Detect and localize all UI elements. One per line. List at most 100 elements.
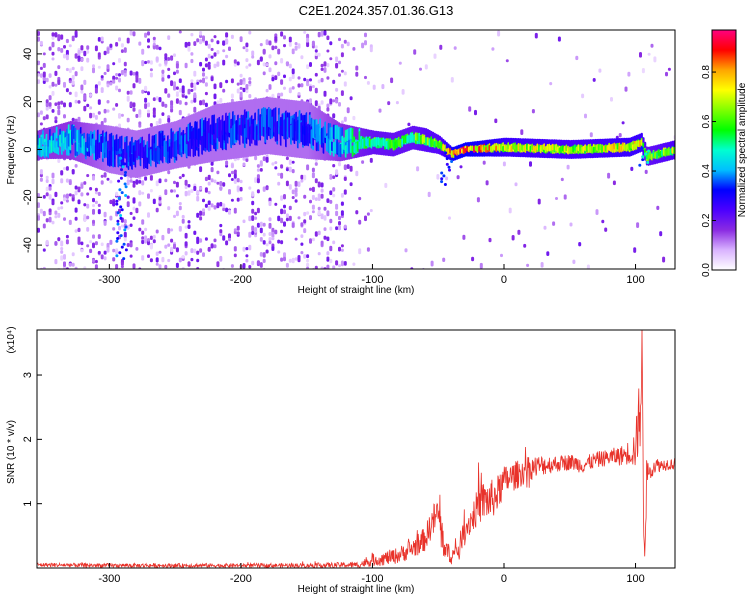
heatmap-speckle — [155, 262, 159, 266]
heatmap-speckle — [256, 222, 260, 228]
heatmap-ridge-core — [467, 146, 471, 152]
heatmap-speckle — [610, 97, 613, 102]
heatmap-speckle — [132, 263, 136, 269]
heatmap-feature — [119, 205, 123, 209]
heatmap-speckle — [294, 187, 298, 193]
heatmap-speckle — [158, 264, 162, 269]
heatmap-speckle — [369, 157, 373, 163]
heatmap-speckle — [158, 178, 162, 184]
heatmap-speckle — [285, 61, 289, 67]
heatmap-speckle — [274, 161, 278, 165]
heatmap-speckle — [624, 86, 628, 92]
heatmap-speckle — [155, 56, 159, 62]
spectrogram-y-ticks: -40 -20 0 20 40 — [22, 48, 42, 253]
heatmap-speckle — [147, 112, 150, 118]
heatmap-speckle — [141, 230, 145, 235]
heatmap-speckle — [245, 58, 249, 63]
heatmap-speckle — [225, 54, 229, 59]
heatmap-speckle — [115, 249, 119, 255]
heatmap-speckle — [271, 45, 275, 51]
heatmap-speckle — [207, 53, 211, 59]
heatmap-speckle — [37, 202, 40, 208]
heatmap-speckle — [242, 46, 246, 50]
heatmap-speckle — [68, 262, 72, 267]
heatmap-ridge-core — [349, 127, 353, 140]
heatmap-speckle — [149, 189, 153, 193]
heatmap-speckle — [71, 80, 75, 85]
heatmap-speckle — [291, 189, 295, 195]
heatmap-speckle — [164, 103, 168, 108]
heatmap-speckle — [63, 53, 66, 59]
heatmap-speckle — [152, 39, 156, 43]
heatmap-speckle — [311, 210, 315, 214]
heatmap-speckle — [57, 237, 61, 242]
heatmap-speckle — [265, 186, 269, 191]
heatmap-feature — [124, 248, 128, 252]
heatmap-speckle — [184, 101, 188, 106]
heatmap-speckle — [164, 244, 168, 249]
heatmap-speckle — [297, 181, 301, 187]
heatmap-speckle — [178, 109, 182, 116]
heatmap-speckle — [77, 199, 81, 205]
heatmap-speckle — [230, 198, 234, 202]
heatmap-speckle — [413, 49, 417, 55]
heatmap-speckle — [219, 201, 223, 207]
heatmap-speckle — [187, 224, 191, 229]
heatmap-speckle — [126, 90, 130, 95]
heatmap-speckle — [71, 66, 75, 71]
heatmap-speckle — [338, 162, 341, 167]
heatmap-speckle — [291, 257, 295, 264]
heatmap-speckle — [147, 91, 150, 96]
heatmap-speckle — [68, 91, 72, 95]
heatmap-speckle — [63, 261, 66, 267]
snr-x-ticks: -300 -200 -100 0 100 — [98, 563, 645, 585]
heatmap-speckle — [529, 161, 532, 167]
heatmap-speckle — [323, 206, 327, 211]
heatmap-speckle — [45, 99, 49, 104]
heatmap-speckle — [54, 210, 58, 215]
heatmap-speckle — [103, 50, 107, 56]
heatmap-speckle — [268, 237, 272, 242]
heatmap-speckle — [147, 31, 150, 36]
heatmap-speckle — [74, 185, 78, 190]
heatmap-feature — [118, 150, 122, 154]
heatmap-speckle — [97, 52, 101, 58]
heatmap-speckle — [320, 100, 324, 105]
heatmap-speckle — [126, 195, 130, 199]
heatmap-speckle — [256, 168, 260, 172]
heatmap-speckle — [86, 45, 90, 50]
heatmap-speckle — [193, 230, 197, 235]
heatmap-speckle — [230, 264, 234, 268]
heatmap-speckle — [202, 198, 205, 203]
heatmap-speckle — [74, 32, 78, 38]
heatmap-speckle — [242, 219, 246, 224]
heatmap-speckle — [291, 196, 295, 200]
heatmap-speckle — [187, 88, 191, 95]
heatmap-speckle — [262, 232, 266, 237]
heatmap-feature — [448, 168, 451, 172]
heatmap-speckle — [297, 216, 301, 220]
heatmap-speckle — [340, 120, 344, 125]
snr-x-tick-label: 100 — [626, 573, 644, 585]
heatmap-feature — [640, 146, 644, 150]
heatmap-feature — [119, 156, 123, 160]
heatmap-speckle — [236, 88, 240, 94]
heatmap-speckle — [222, 40, 226, 46]
heatmap-speckle — [120, 224, 124, 228]
heatmap-speckle — [222, 49, 226, 53]
heatmap-speckle — [187, 46, 191, 52]
heatmap-speckle — [71, 169, 75, 175]
heatmap-speckle — [115, 264, 119, 269]
heatmap-speckle — [517, 229, 521, 235]
heatmap-speckle — [138, 41, 142, 46]
heatmap-speckle — [92, 204, 95, 208]
heatmap-speckle — [216, 61, 220, 67]
heatmap-speckle — [364, 40, 367, 46]
heatmap-speckle — [164, 56, 168, 60]
heatmap-speckle — [51, 109, 55, 113]
heatmap-speckle — [294, 45, 298, 51]
heatmap-ridge-core — [349, 141, 353, 154]
heatmap-speckle — [129, 101, 133, 108]
spectrogram-x-tick-label: -300 — [98, 274, 120, 286]
heatmap-speckle — [494, 118, 498, 124]
